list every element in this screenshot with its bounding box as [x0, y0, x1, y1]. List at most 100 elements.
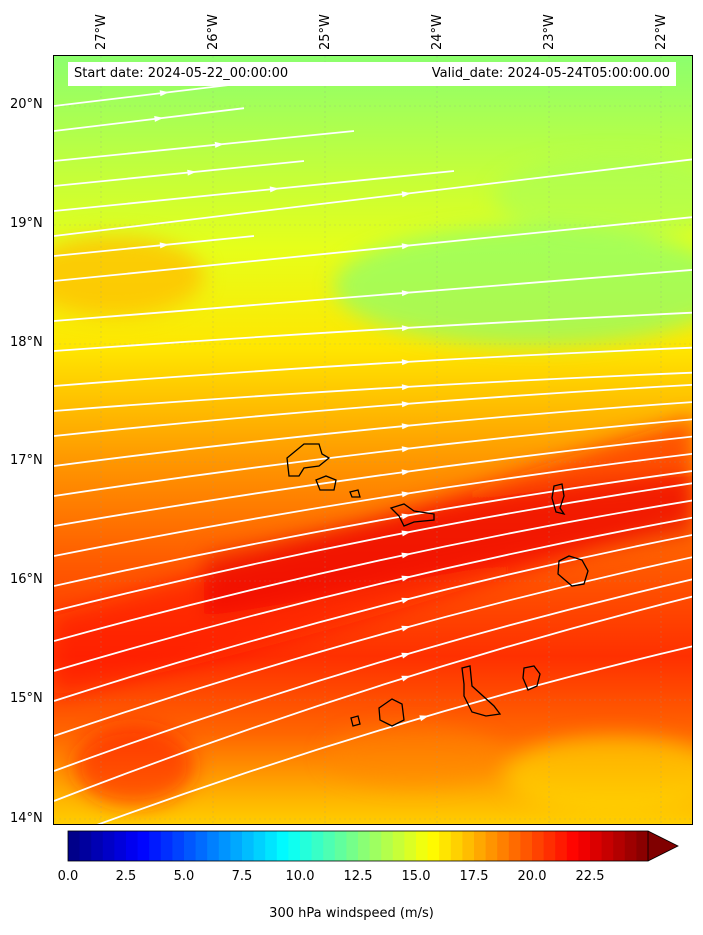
map-panel — [53, 55, 693, 825]
island-maio — [522, 665, 541, 691]
colorbar-segment — [450, 831, 463, 861]
colorbar-segment — [485, 831, 498, 861]
colorbar-segment — [114, 831, 127, 861]
colorbar-segment — [392, 831, 405, 861]
streamline-arrow — [401, 513, 411, 520]
colorbar-tick-1: 2.5 — [115, 869, 137, 884]
colorbar-segment — [346, 831, 359, 861]
lon-label-24w: 24°W — [430, 14, 445, 50]
streamline — [54, 556, 692, 737]
streamline — [54, 401, 692, 467]
streamline — [54, 216, 692, 282]
colorbar-segment — [276, 831, 289, 861]
colorbar-segment — [497, 831, 510, 861]
streamline-arrow — [401, 401, 411, 408]
colorbar-tick-4: 10.0 — [285, 869, 315, 884]
streamline — [54, 269, 692, 322]
lon-label-25w: 25°W — [318, 14, 333, 50]
colorbar-segment — [79, 831, 92, 861]
lon-label-26w: 26°W — [206, 14, 221, 50]
streamline — [54, 482, 692, 612]
colorbar-segment — [242, 831, 255, 861]
colorbar-tick-8: 20.0 — [517, 869, 547, 884]
coastlines — [286, 443, 589, 727]
island-fogo — [378, 698, 405, 727]
colorbar-segment — [578, 831, 591, 861]
streamline — [54, 107, 245, 132]
lon-label-23w: 23°W — [542, 14, 557, 50]
valid-date-label: Valid_date: 2024-05-24T05:00:00.00 — [431, 66, 670, 81]
streamline-arrow — [401, 652, 411, 659]
streamline-arrow — [159, 90, 169, 97]
island-santa-luzia — [349, 489, 361, 498]
colorbar-segment — [462, 831, 475, 861]
lat-label-16n: 16°N — [10, 572, 43, 587]
colorbar-segment — [218, 831, 231, 861]
colorbar-segment — [358, 831, 371, 861]
colorbar-segment — [369, 831, 382, 861]
streamline — [54, 130, 355, 162]
colorbar-segment — [543, 831, 556, 861]
streamline-arrow — [401, 597, 411, 604]
streamline — [96, 645, 692, 824]
colorbar-segment — [102, 831, 115, 861]
colorbar-segment — [149, 831, 162, 861]
streamline — [54, 470, 692, 587]
colorbar-segment — [160, 831, 173, 861]
streamline-arrow — [159, 242, 169, 249]
colorbar-segment — [439, 831, 452, 861]
lat-label-20n: 20°N — [10, 97, 43, 112]
streamline — [54, 311, 692, 352]
streamline — [54, 384, 692, 437]
colorbar-tick-3: 7.5 — [231, 869, 253, 884]
streamline-arrow — [401, 325, 411, 332]
island-santo-antao — [286, 443, 331, 477]
colorbar-segment — [613, 831, 626, 861]
lat-label-14n: 14°N — [10, 811, 43, 826]
colorbar-tick-9: 22.5 — [575, 869, 605, 884]
colorbar-tick-7: 17.5 — [459, 869, 489, 884]
colorbar-segment — [520, 831, 533, 861]
streamline-arrow — [419, 715, 429, 722]
colorbar-gradient — [67, 830, 679, 862]
colorbar-tick-0: 0.0 — [57, 869, 79, 884]
streamline-arrow — [269, 186, 279, 193]
streamline — [54, 160, 305, 187]
colorbar-tick-2: 5.0 — [173, 869, 195, 884]
streamline — [54, 418, 692, 497]
streamline-arrow — [401, 446, 411, 453]
streamline — [54, 516, 692, 672]
colorbar-segment — [323, 831, 336, 861]
colorbar-segment — [195, 831, 208, 861]
colorbar-segment — [416, 831, 429, 861]
streamline-arrow — [154, 116, 164, 122]
lon-label-27w: 27°W — [94, 14, 109, 50]
lat-label-19n: 19°N — [10, 216, 43, 231]
colorbar-segment — [566, 831, 579, 861]
streamline-arrow — [401, 469, 411, 476]
windspeed-map — [54, 56, 692, 824]
colorbar-segment — [265, 831, 278, 861]
colorbar-segment — [427, 831, 440, 861]
colorbar-segment — [334, 831, 347, 861]
streamline — [54, 170, 455, 212]
colorbar-segment — [91, 831, 104, 861]
streamline — [54, 595, 692, 802]
streamline-arrow — [401, 575, 411, 582]
streamline-arrow — [401, 625, 411, 632]
streamline-arrow — [401, 675, 411, 682]
streamline — [54, 499, 692, 642]
lat-label-18n: 18°N — [10, 335, 43, 350]
streamline — [54, 346, 692, 387]
colorbar-segment — [288, 831, 301, 861]
colorbar-segment — [137, 831, 150, 861]
island-boa-vista — [557, 555, 589, 587]
streamline-arrow — [401, 552, 411, 559]
colorbar-segment — [532, 831, 545, 861]
streamline-arrow — [401, 530, 411, 537]
colorbar-title: 300 hPa windspeed (m/s) — [269, 906, 434, 921]
island-santiago — [461, 665, 502, 717]
colorbar-segment — [381, 831, 394, 861]
colorbar-segment — [474, 831, 487, 861]
streamline-arrow — [401, 423, 411, 430]
